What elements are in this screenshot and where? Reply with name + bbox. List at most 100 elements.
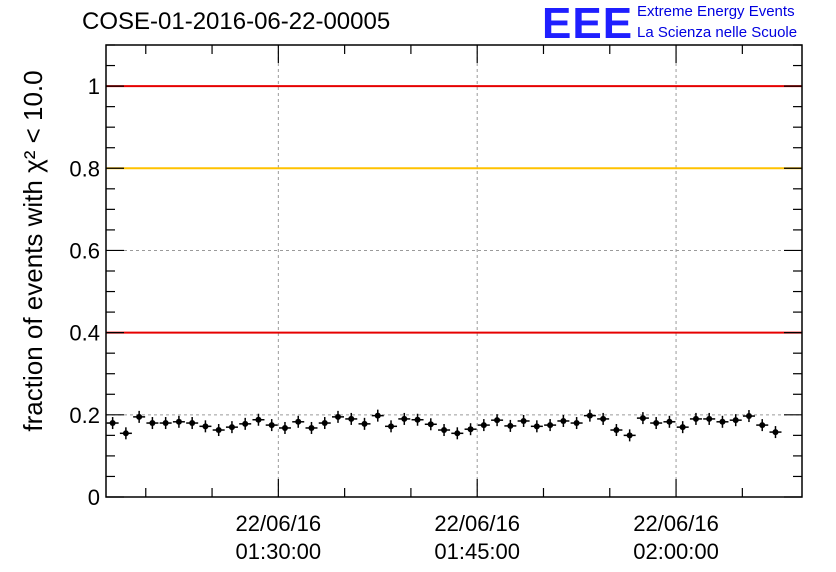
point-marker [613,427,620,434]
data-point [133,410,146,423]
x-tick-label: 22/06/16 [633,511,719,536]
data-point [451,427,464,440]
data-point [172,415,185,428]
data-point [583,409,596,422]
chart-title: COSE-01-2016-06-22-00005 [82,8,391,35]
x-tick-label: 01:30:00 [236,539,322,564]
data-point [729,414,742,427]
point-marker [533,423,540,430]
point-marker [202,423,209,430]
data-point [358,417,371,430]
point-marker [255,416,262,423]
point-marker [175,418,182,425]
data-point [186,417,199,430]
point-marker [520,417,527,424]
data-point [159,417,172,430]
point-marker [427,421,434,428]
data-point [517,414,530,427]
point-marker [706,415,713,422]
point-marker [454,430,461,437]
grid-layer [106,45,802,497]
data-point [305,421,318,434]
point-marker [414,416,421,423]
point-marker [348,415,355,422]
point-marker [122,430,129,437]
point-marker [600,415,607,422]
y-tick-label: 0 [88,485,100,510]
data-point [716,415,729,428]
data-point [212,424,225,437]
point-marker [745,413,752,420]
data-point [265,419,278,432]
data-point [504,419,517,432]
data-point [385,420,398,433]
point-marker [162,420,169,427]
axis-ticks [106,44,802,498]
x-tick-label: 01:45:00 [434,539,520,564]
data-point [703,412,716,425]
point-marker [189,420,196,427]
point-marker [335,413,341,420]
data-point [438,424,451,437]
point-marker [547,422,554,429]
point-marker [374,412,381,419]
y-tick-label: 1 [88,74,100,99]
point-marker [507,422,514,429]
point-marker [401,415,408,422]
x-tick-label: 22/06/16 [434,511,520,536]
x-tick-label: 02:00:00 [633,539,719,564]
logo-line-2: La Scienza nelle Scuole [637,24,798,41]
point-marker [639,415,646,422]
data-point [106,417,119,430]
point-marker [772,429,779,436]
y-tick-label: 0.8 [69,156,100,181]
point-marker [560,417,567,424]
data-point [676,421,689,434]
data-point [411,413,424,426]
data-point [119,427,132,440]
point-marker [732,417,739,424]
logo-line-1: Extreme Energy Events [637,3,795,20]
point-marker [626,432,633,439]
point-marker [586,412,593,419]
data-point [278,421,291,434]
point-marker [719,418,726,425]
data-point [570,417,583,430]
point-marker [759,422,766,429]
data-point [239,417,252,430]
data-point [477,419,490,432]
point-marker [480,422,487,429]
data-point [756,419,769,432]
reference-lines [106,85,802,334]
point-marker [149,420,156,427]
point-marker [573,420,580,427]
y-tick-label: 0.4 [69,321,100,346]
data-point [597,412,610,425]
data-point [424,418,437,431]
y-tick-label: 0.6 [69,238,100,263]
data-point [292,415,305,428]
point-marker [295,418,302,425]
point-marker [281,424,288,431]
data-point [146,417,159,430]
point-marker [136,413,143,420]
data-point [557,414,570,427]
data-point [769,426,782,439]
point-marker [308,424,315,431]
data-point [544,419,557,432]
point-marker [679,424,686,431]
data-point [464,423,477,436]
data-point [332,410,344,423]
data-point [318,417,331,430]
point-marker [388,423,395,430]
point-marker [109,420,116,427]
data-point [689,412,702,425]
data-point [663,415,676,428]
point-marker [321,420,328,427]
plot-frame [105,44,803,498]
point-marker [228,424,235,431]
x-tick-label: 22/06/16 [236,511,322,536]
point-marker [441,427,448,434]
data-point [371,409,384,422]
